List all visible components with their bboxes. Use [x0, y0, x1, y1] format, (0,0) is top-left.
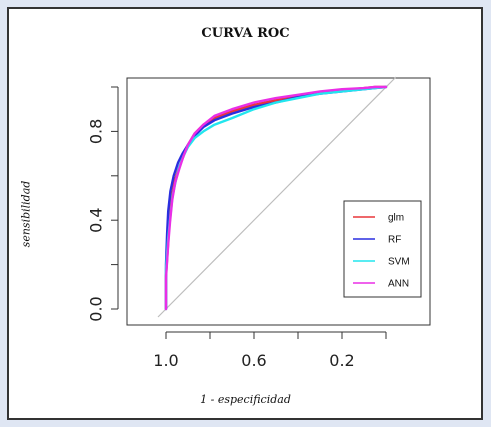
y-tick-label: 0.0	[87, 296, 106, 321]
x-tick-label: 0.2	[329, 351, 354, 370]
plot-box	[126, 77, 431, 326]
y-tick-label: 0.8	[87, 119, 106, 144]
legend-label-svm: SVM	[388, 257, 410, 268]
x-axis-label: 1 - especificidad	[200, 393, 291, 406]
legend-label-ann: ANN	[388, 279, 409, 290]
reference-diagonal-line	[157, 76, 397, 318]
x-tick-label: 0.6	[241, 351, 266, 370]
series-line-ann	[164, 85, 388, 311]
legend-label-rf: RF	[388, 235, 401, 246]
legend: glm RF SVM ANN	[343, 200, 422, 298]
chart-title: CURVA ROC	[201, 26, 290, 41]
y-tick-label: 0.4	[87, 207, 106, 232]
legend-label-glm: glm	[388, 213, 404, 224]
x-tick-label: 1.0	[153, 351, 178, 370]
